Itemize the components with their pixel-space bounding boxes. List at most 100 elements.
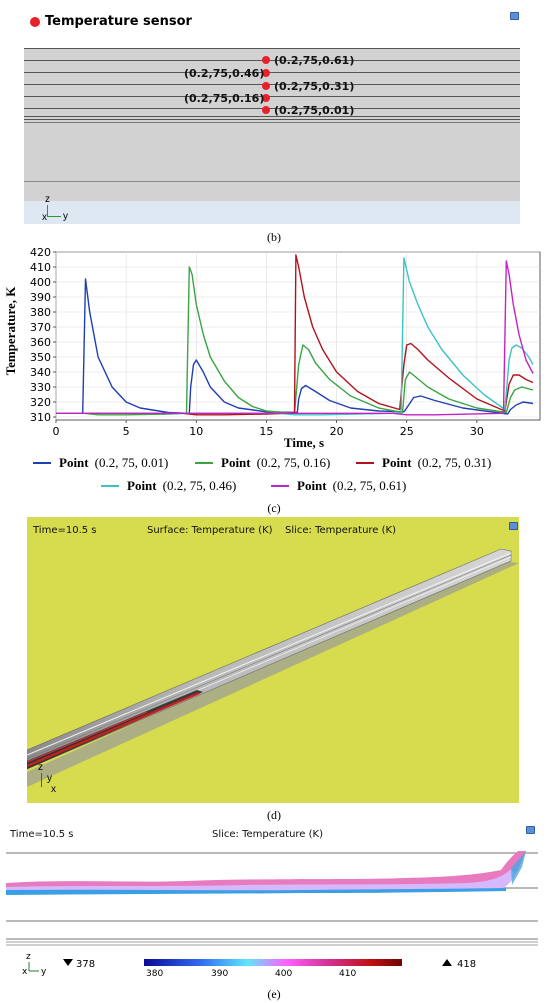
layer-line [24,181,520,182]
y-tick-label: 310 [30,411,51,424]
point-label-031: (0.2,75,0.31) [274,80,355,93]
y-tick-label: 370 [30,321,51,334]
sensor-point [262,69,270,77]
expand-icon[interactable] [510,12,519,20]
legend: Point (0.2, 75, 0.01) Point (0.2, 75, 0.… [0,455,550,495]
legend-swatch [33,462,51,464]
legend-item: Point (0.2, 75, 0.01) [33,455,168,471]
y-tick-label: 420 [30,246,51,259]
legend-item: Point (0.2, 75, 0.16) [195,455,330,471]
y-tick-label: 350 [30,351,51,364]
legend-name: Point [297,478,327,493]
sensor-dot-icon [30,16,40,27]
y-tick-label: 320 [30,396,51,409]
sensor-legend-label: Temperature sensor [45,14,192,29]
caption-d: (d) [267,808,281,822]
panel-b: Temperature sensor (0.2,75,0.61) (0.2,75… [24,8,520,224]
legend-coords: (0.2, 75, 0.16) [256,455,331,470]
temperature-band-outer [6,851,526,891]
y-tick-label: 360 [30,336,51,349]
layer-line [24,119,520,120]
layer-line [24,108,520,109]
x-tick-label: 20 [330,425,344,438]
legend-swatch [195,462,213,464]
time-label: Time=10.5 s [33,525,97,536]
y-axis-label: Temperature, K [3,286,18,376]
axis-y-label: y [47,773,52,784]
sensor-point [262,56,270,64]
legend-name: Point [382,455,412,470]
y-tick-label: 340 [30,366,51,379]
layer-line [24,48,520,49]
colorbar-tick: 400 [275,969,292,979]
axis-y-label: y [63,211,68,222]
temperature-band-edge [511,851,526,885]
panel-d: Time=10.5 s Surface: Temperature (K) Sli… [27,517,519,803]
sensor-point [262,94,270,102]
axis-y-label: y [41,967,47,977]
panel-e: Time=10.5 s Slice: Temperature (K) [6,823,538,986]
axis-x-label: x [51,784,56,795]
slice-view: 378 418 380 390 400 410 z x y [6,851,538,979]
x-tick-label: 0 [53,425,60,438]
axes-triad: z y x [37,762,77,796]
legend-coords: (0.2, 75, 0.46) [162,478,237,493]
layer-line [24,84,520,85]
surface-label: Surface: Temperature (K) [147,525,273,536]
legend-swatch [101,485,119,487]
point-label-061: (0.2,75,0.61) [274,54,355,67]
legend-name: Point [127,478,157,493]
axis-y-arrow [47,216,61,217]
slice-label: Slice: Temperature (K) [285,525,396,536]
slice-label: Slice: Temperature (K) [212,829,323,840]
legend-coords: (0.2, 75, 0.61) [332,478,407,493]
base-region [24,201,520,224]
legend-swatch [356,462,374,464]
series-line-1 [56,266,534,416]
beam-edge [27,554,512,760]
axis-z-arrow [41,773,42,787]
point-label-001: (0.2,75,0.01) [274,104,355,117]
caption-e: (e) [267,987,281,1001]
legend-swatch [271,485,289,487]
legend-name: Point [59,455,89,470]
colorbar-tick: 390 [211,969,228,979]
expand-icon[interactable] [526,826,535,834]
axis-x-label: x [22,967,28,977]
legend-item: Point (0.2, 75, 0.46) [101,478,236,494]
colorbar-tick: 410 [339,969,356,979]
chart-grid [55,251,541,421]
axis-x-label: x [42,212,47,223]
geometry-slab [24,48,520,201]
time-label: Time=10.5 s [10,829,74,840]
plot-area [55,251,541,421]
caption-c: (c) [267,501,281,515]
chart-series [56,254,534,416]
legend-item: Point (0.2, 75, 0.31) [356,455,491,471]
axis-z-label: z [38,762,43,773]
legend-item: Point (0.2, 75, 0.61) [271,478,406,494]
colorbar [144,959,402,966]
series-line-3 [56,257,534,416]
layer-line [24,116,520,117]
beam-edge [27,552,512,756]
hot-layer [27,711,148,763]
x-tick-label: 5 [123,425,130,438]
beam-base-plate [27,561,519,787]
axis-z-label: z [45,194,50,205]
axis-z-label: z [26,952,31,962]
axis-z-arrow [47,205,48,217]
x-tick-label: 10 [189,425,203,438]
legend-coords: (0.2, 75, 0.31) [417,455,492,470]
y-tick-label: 410 [30,261,51,274]
temperature-band-inner [6,888,506,895]
sensor-point [262,106,270,114]
sensor-legend: Temperature sensor [30,14,192,29]
x-axis-label: Time, s [284,435,324,450]
layer-line [24,122,520,123]
beam-3d-view [27,548,519,787]
expand-icon[interactable] [509,522,518,530]
layer-line [24,60,520,61]
x-tick-label: 25 [400,425,414,438]
caption-b: (b) [267,230,281,244]
